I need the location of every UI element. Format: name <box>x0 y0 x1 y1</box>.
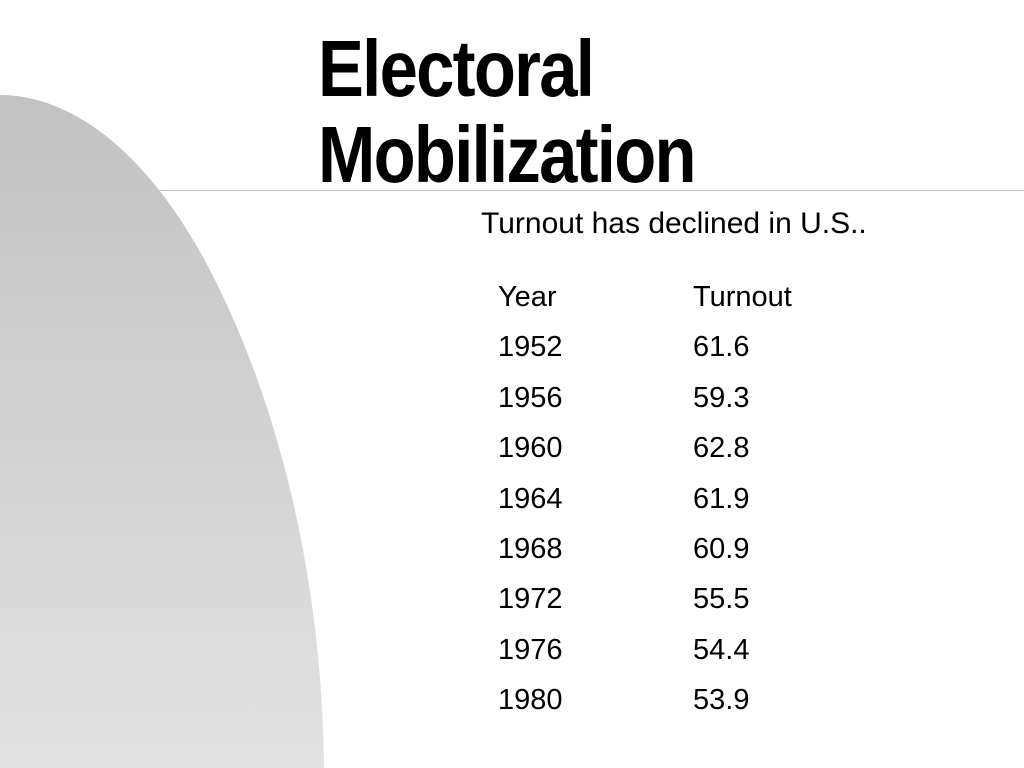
turnout-cell: 60.9 <box>693 532 750 565</box>
slide-title: Electoral Mobilization <box>318 24 697 199</box>
year-cell: 1964 <box>498 482 563 515</box>
table-row: 1980 53.9 <box>498 680 893 730</box>
table-row: 1968 60.9 <box>498 529 893 579</box>
table-row: 1976 54.4 <box>498 630 893 680</box>
year-cell: 1968 <box>498 532 563 565</box>
turnout-cell: 62.8 <box>693 432 750 465</box>
column-header-turnout: Turnout <box>693 281 792 313</box>
header-divider <box>0 190 1024 191</box>
year-cell: 1952 <box>498 331 563 364</box>
turnout-cell: 54.4 <box>693 633 750 666</box>
year-cell: 1980 <box>498 684 563 717</box>
column-header-year: Year <box>498 281 557 313</box>
turnout-cell: 61.6 <box>693 331 750 364</box>
table-row: 1964 61.9 <box>498 479 893 529</box>
table-header-row: Year Turnout <box>498 277 893 327</box>
title-line-2: Mobilization <box>318 110 697 199</box>
year-cell: 1972 <box>498 583 563 616</box>
table-row: 1960 62.8 <box>498 428 893 478</box>
title-line-1: Electoral <box>318 24 595 113</box>
table-row: 1956 59.3 <box>498 378 893 428</box>
year-cell: 1960 <box>498 432 563 465</box>
slide-subtitle: Turnout has declined in U.S.. <box>481 207 867 240</box>
turnout-table: Year Turnout 1952 61.6 1956 59.3 1960 62… <box>498 277 893 731</box>
turnout-cell: 61.9 <box>693 482 750 515</box>
table-row: 1972 55.5 <box>498 579 893 629</box>
turnout-cell: 59.3 <box>693 381 750 414</box>
year-cell: 1976 <box>498 633 563 666</box>
turnout-cell: 55.5 <box>693 583 750 616</box>
year-cell: 1956 <box>498 381 563 414</box>
turnout-cell: 53.9 <box>693 684 750 717</box>
table-row: 1952 61.6 <box>498 327 893 377</box>
